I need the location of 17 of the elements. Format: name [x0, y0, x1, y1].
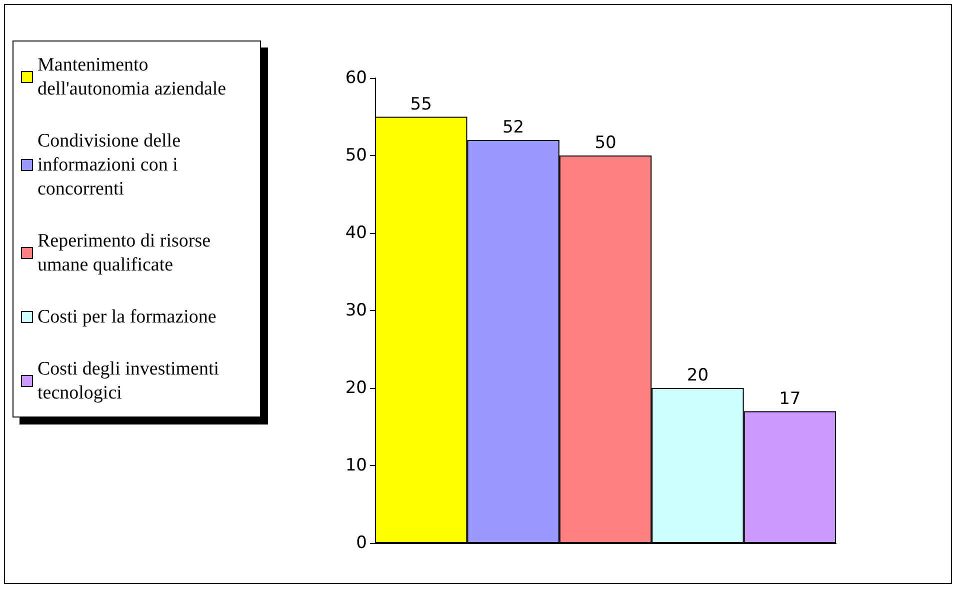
data-label: 55 [410, 94, 432, 114]
data-label: 52 [502, 118, 524, 138]
legend-label: Reperimento di risorse umane qualificate [38, 230, 216, 276]
y-tick-label: 0 [356, 533, 367, 553]
legend-label: Costi degli investimenti tecnologici [38, 358, 224, 404]
legend-label: Mantenimento dell'autonomia aziendale [38, 54, 226, 100]
y-tick-label: 40 [345, 223, 367, 243]
y-tick-label: 20 [345, 378, 367, 398]
legend-label: Costi per la formazione [38, 306, 216, 328]
data-label: 17 [779, 388, 801, 409]
y-tick-label: 10 [345, 456, 367, 476]
y-tick-label: 30 [345, 300, 367, 320]
data-label: 50 [594, 133, 616, 153]
data-label: 20 [686, 366, 709, 386]
y-tick-label: 60 [345, 68, 367, 88]
y-tick-label: 50 [345, 146, 367, 166]
legend-label: Condivisione delle informazioni con i concorrenti [38, 130, 186, 200]
